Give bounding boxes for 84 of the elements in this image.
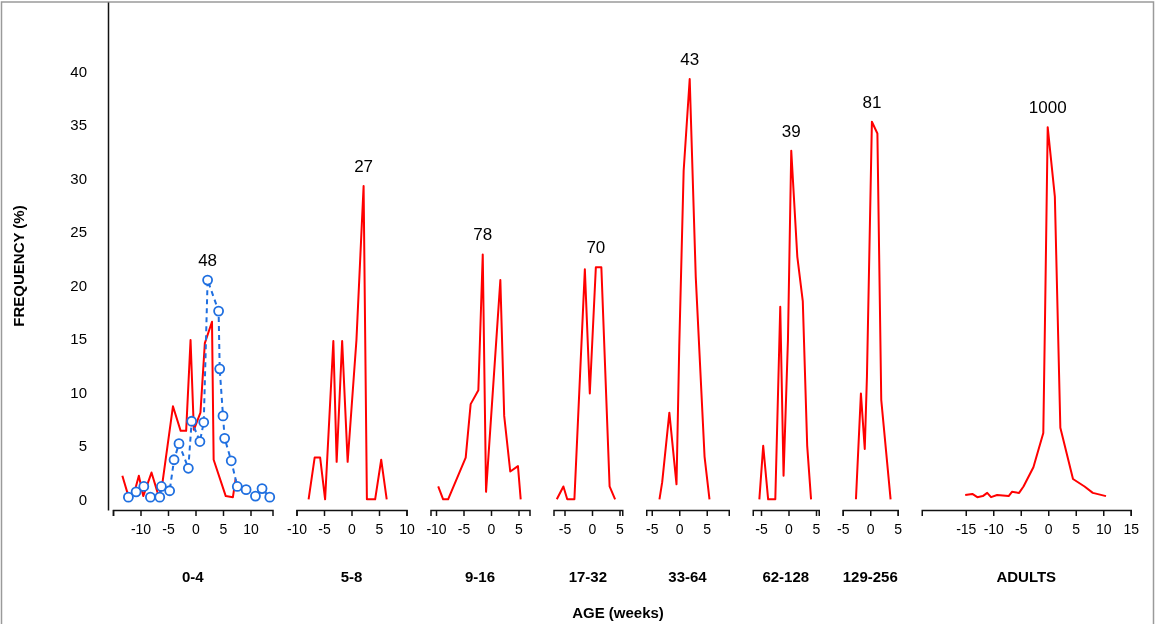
point xyxy=(130,486,142,498)
x-tick-label: -10 xyxy=(426,521,447,538)
y-tick-label: 10 xyxy=(70,383,87,401)
point xyxy=(198,416,210,428)
point xyxy=(138,481,150,492)
x-tick-label: -10 xyxy=(130,521,152,538)
x-axis-title: 9-16 xyxy=(464,568,496,585)
y-tick-label: 30 xyxy=(70,169,87,187)
point xyxy=(154,491,166,503)
text: 81 xyxy=(862,92,882,112)
x-tick-label: 5 xyxy=(1072,521,1081,538)
x-tick-label: -5 xyxy=(755,521,768,538)
x-axis-title: ADULTS xyxy=(996,568,1057,585)
x-axis-title: 129-256 xyxy=(842,568,898,585)
y-tick-label: 40 xyxy=(70,62,87,80)
y-tick-label: 20 xyxy=(70,276,87,294)
x-tick-label: 5 xyxy=(515,521,524,538)
point xyxy=(213,305,224,317)
x-tick-label: 0 xyxy=(675,521,684,538)
x-tick-label: -10 xyxy=(286,521,308,538)
x-tick-label: 0 xyxy=(348,521,357,538)
x-tick-label: 0 xyxy=(785,521,794,538)
text: 78 xyxy=(473,225,493,245)
point xyxy=(145,491,156,503)
x-tick-label: 15 xyxy=(1123,521,1140,538)
point xyxy=(123,491,134,503)
point xyxy=(182,462,194,474)
text: 48 xyxy=(198,251,218,271)
y-tick-label: 25 xyxy=(70,223,87,241)
text: 70 xyxy=(586,238,606,258)
x-tick-label: -5 xyxy=(1015,521,1028,538)
x-tick-label: -5 xyxy=(558,521,572,538)
point xyxy=(264,491,276,503)
text: AGE (weeks) xyxy=(572,604,664,621)
x-tick-label: 5 xyxy=(219,521,228,538)
x-tick-label: -10 xyxy=(983,521,1005,538)
point xyxy=(173,438,185,450)
x-tick-label: 5 xyxy=(375,521,384,538)
point xyxy=(256,483,268,495)
x-tick-label: 0 xyxy=(588,521,597,538)
x-tick-label: 5 xyxy=(812,521,821,538)
point xyxy=(164,485,176,497)
x-tick-label: 0 xyxy=(1044,521,1053,538)
point xyxy=(194,436,206,447)
x-tick-label: -5 xyxy=(162,521,175,538)
x-axis-title: 5-8 xyxy=(340,568,363,585)
y-tick-label: 15 xyxy=(70,330,87,348)
point xyxy=(217,410,229,422)
x-tick-label: 10 xyxy=(243,521,259,538)
x-tick-label: 10 xyxy=(1095,521,1112,538)
x-tick-label: 5 xyxy=(894,521,903,538)
x-tick-label: -5 xyxy=(646,521,659,538)
text: 1000 xyxy=(1028,98,1067,118)
point xyxy=(186,415,198,427)
y-tick-label: 35 xyxy=(70,116,87,134)
y-axis-title: FREQUENCY (%) xyxy=(10,205,27,327)
x-tick-label: 5 xyxy=(703,521,712,538)
y-tick-label: 0 xyxy=(78,490,87,508)
point xyxy=(219,432,231,444)
point xyxy=(202,274,213,286)
x-tick-label: -15 xyxy=(956,521,977,538)
x-tick-label: 10 xyxy=(399,521,415,538)
point xyxy=(231,481,243,492)
point xyxy=(250,490,261,502)
x-tick-label: -5 xyxy=(318,521,331,538)
x-tick-label: -5 xyxy=(457,521,471,538)
y-tick-label: 5 xyxy=(78,437,87,455)
x-axis-title: 62-128 xyxy=(762,568,810,585)
text: 27 xyxy=(354,156,374,176)
point xyxy=(225,455,237,467)
point xyxy=(240,484,252,496)
x-tick-label: 0 xyxy=(192,521,201,538)
point xyxy=(168,454,180,466)
text: 39 xyxy=(781,121,801,141)
point xyxy=(156,481,167,492)
x-tick-label: -5 xyxy=(837,521,850,538)
x-axis-title: 33-64 xyxy=(668,568,708,585)
x-tick-label: 0 xyxy=(866,521,875,538)
x-axis-title: 0-4 xyxy=(181,568,205,585)
x-axis-title: 17-32 xyxy=(568,568,608,585)
point xyxy=(214,363,226,375)
x-tick-label: 5 xyxy=(616,521,625,538)
text: 43 xyxy=(680,50,700,69)
x-tick-label: 0 xyxy=(487,521,496,538)
